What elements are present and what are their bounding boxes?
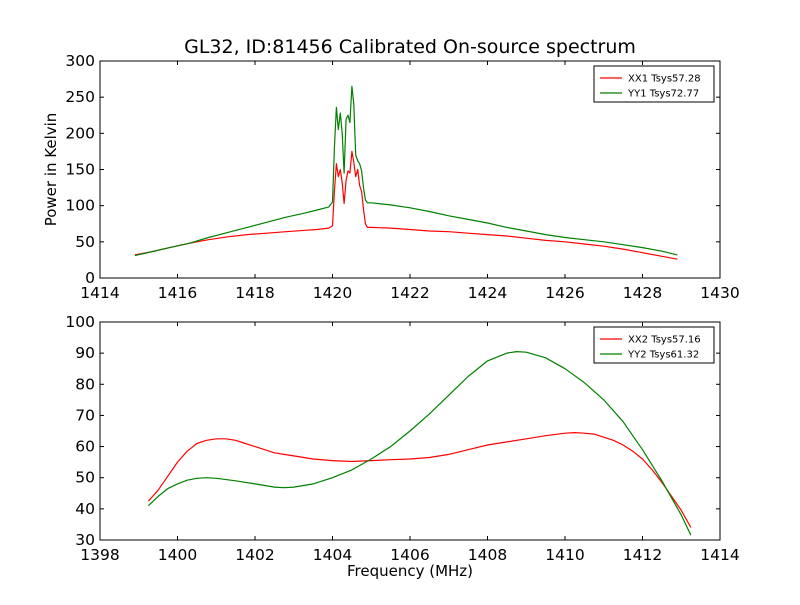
plot-panel-2: 1398 1400 1402 1404 1406 1408 1410 1412 1414 30 40… xyxy=(65,313,739,580)
y-tick-label: 40 xyxy=(75,500,95,518)
x-tick-label: 1402 xyxy=(235,546,274,564)
y-tick-label: 60 xyxy=(75,438,95,456)
x-tick-label: 1416 xyxy=(158,284,197,302)
y-tick-label: 90 xyxy=(75,344,95,362)
y-tick-label: 80 xyxy=(75,375,95,393)
x-tick-label: 1406 xyxy=(390,546,429,564)
x-tick-label: 1422 xyxy=(390,284,429,302)
x-tick-label: 1424 xyxy=(468,284,507,302)
y-tick-label: 100 xyxy=(65,313,95,331)
y-tick-label: 300 xyxy=(65,52,95,70)
x-tick-label: 1426 xyxy=(545,284,584,302)
x-tick-label: 1418 xyxy=(235,284,274,302)
legend-box xyxy=(593,326,715,364)
x-axis-label: Frequency (MHz) xyxy=(347,562,473,580)
plot-panel-1: 1414 1416 1418 1420 1422 1424 1426 1428 1430 0 50 1… xyxy=(42,52,740,302)
y-tick-label: 70 xyxy=(75,406,95,424)
x-tick-label: 1430 xyxy=(700,284,739,302)
y-tick-label: 200 xyxy=(65,124,95,142)
x-tick-label: 1420 xyxy=(313,284,352,302)
series-line-red xyxy=(134,150,678,260)
x-tick-label: 1400 xyxy=(158,546,197,564)
legend-entry: YY2 Tsys61.32 xyxy=(627,350,699,361)
y-tick-label: 0 xyxy=(85,269,95,287)
y-tick-label: 50 xyxy=(75,469,95,487)
x-tick-label: 1398 xyxy=(80,546,119,564)
legend-entry: XX1 Tsys57.28 xyxy=(628,74,701,85)
series-line-green xyxy=(134,85,678,257)
y-tick-label: 150 xyxy=(65,161,95,179)
series-line-red xyxy=(147,432,692,528)
legend-entry: YY1 Tsys72.77 xyxy=(627,89,699,100)
legend-box xyxy=(593,65,715,103)
legend-entry: XX2 Tsys57.16 xyxy=(628,335,701,346)
series-line-green xyxy=(147,351,692,536)
y-tick-label: 250 xyxy=(65,88,95,106)
legend: XX1 Tsys57.28 YY1 Tsys72.77 xyxy=(593,65,715,103)
y-tick-label: 100 xyxy=(65,197,95,215)
x-tick-label: 1410 xyxy=(545,546,584,564)
x-tick-label: 1412 xyxy=(623,546,662,564)
x-tick-label: 1428 xyxy=(623,284,662,302)
y-tick-label: 50 xyxy=(75,233,95,251)
chart-title: GL32, ID:81456 Calibrated On-source spec… xyxy=(184,36,636,58)
y-tick-label: 30 xyxy=(75,531,95,549)
x-tick-label: 1414 xyxy=(700,546,739,564)
x-tick-label: 1408 xyxy=(468,546,507,564)
x-tick-label: 1414 xyxy=(80,284,119,302)
x-tick-label: 1404 xyxy=(313,546,352,564)
y-axis-label: Power in Kelvin xyxy=(42,113,60,227)
legend: XX2 Tsys57.16 YY2 Tsys61.32 xyxy=(593,326,715,364)
